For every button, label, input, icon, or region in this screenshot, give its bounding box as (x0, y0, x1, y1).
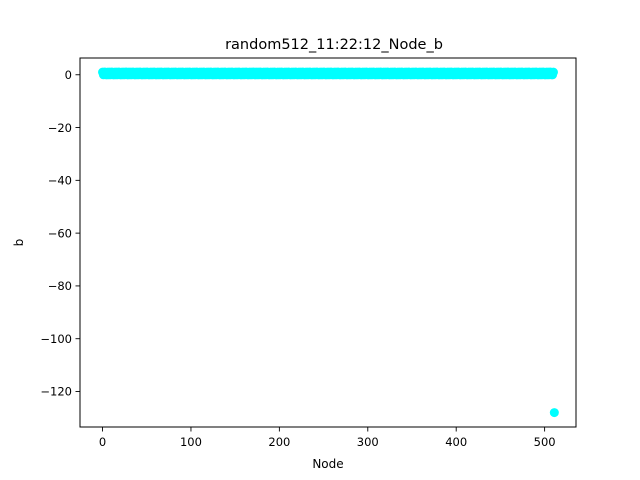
y-tick-label: −20 (48, 121, 72, 135)
x-axis-label: Node (312, 457, 343, 471)
x-tick-label: 0 (99, 435, 106, 449)
y-tick-label: −40 (48, 174, 72, 188)
x-axis-ticks: 0 100 200 300 400 500 (99, 427, 556, 449)
x-tick-label: 500 (534, 435, 556, 449)
y-tick-label: −120 (40, 385, 72, 399)
y-tick-label: −100 (40, 332, 72, 346)
y-axis-ticks: 0 −20 −40 −60 −80 −100 −120 (40, 68, 80, 399)
x-tick-label: 100 (180, 435, 202, 449)
x-tick-label: 300 (357, 435, 379, 449)
data-point-outlier (549, 408, 559, 418)
axes-frame (79, 57, 577, 428)
y-tick-label: −60 (48, 226, 72, 240)
y-tick-label: 0 (65, 68, 72, 82)
y-tick-label: −80 (48, 279, 72, 293)
chart-title: random512_11:22:12_Node_b (225, 37, 443, 53)
data-point (548, 67, 558, 77)
x-tick-label: 400 (445, 435, 467, 449)
x-tick-label: 200 (268, 435, 290, 449)
scatter-points (98, 67, 559, 418)
y-axis-label: b (12, 239, 26, 247)
